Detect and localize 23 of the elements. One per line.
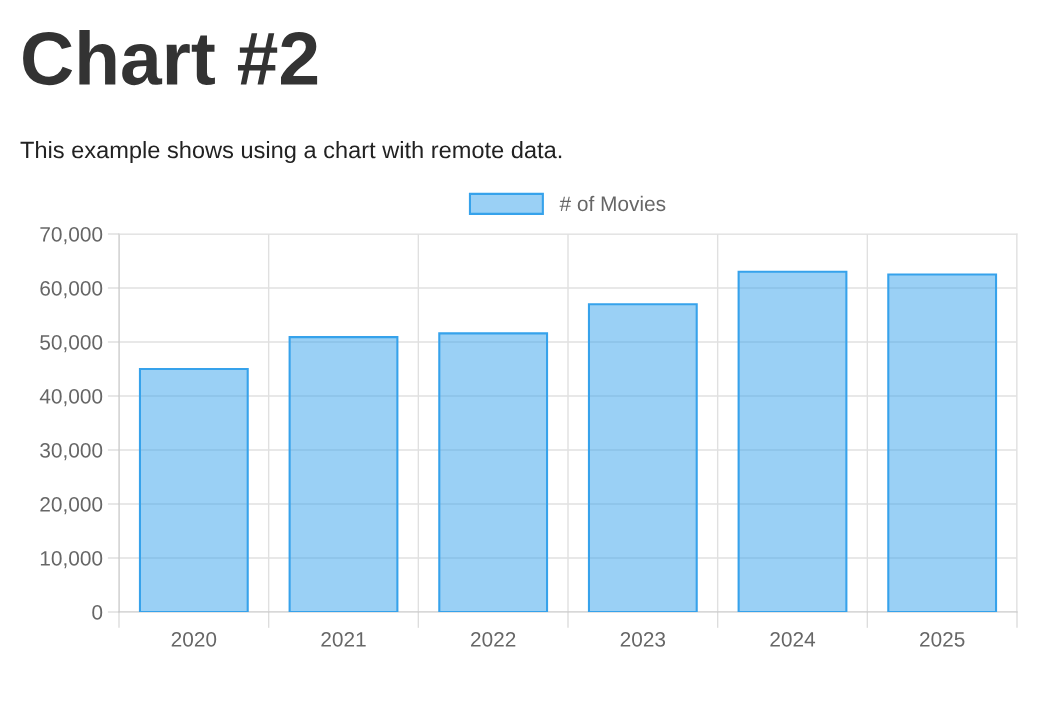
y-tick-label: 10,000 — [40, 551, 103, 569]
y-tick-label: 40,000 — [39, 389, 103, 407]
legend-label: # of Movies — [559, 195, 666, 212]
bar — [438, 332, 549, 612]
chart-title: Chart #2 — [23, 30, 318, 86]
y-tick-label: 70,000 — [40, 227, 103, 245]
x-tick-label: 2024 — [770, 631, 816, 647]
x-tick-label: 2021 — [321, 631, 366, 647]
bar — [138, 367, 249, 612]
chart-subtitle: This example shows using a chart with remote data. — [20, 141, 562, 164]
y-tick-label: 50,000 — [40, 335, 103, 353]
y-tick-label: 60,000 — [40, 281, 103, 299]
y-tick-label: 20,000 — [40, 497, 103, 515]
bar — [887, 273, 998, 612]
x-tick-label: 2022 — [471, 631, 516, 647]
y-tick-label: 30,000 — [40, 443, 103, 461]
x-tick-label: 2020 — [171, 631, 217, 647]
y-tick-label: 0 — [92, 605, 103, 620]
bar — [587, 303, 698, 612]
x-tick-label: 2025 — [920, 631, 965, 647]
x-tick-label: 2023 — [620, 631, 666, 647]
bar — [288, 336, 399, 612]
bar — [737, 270, 848, 612]
